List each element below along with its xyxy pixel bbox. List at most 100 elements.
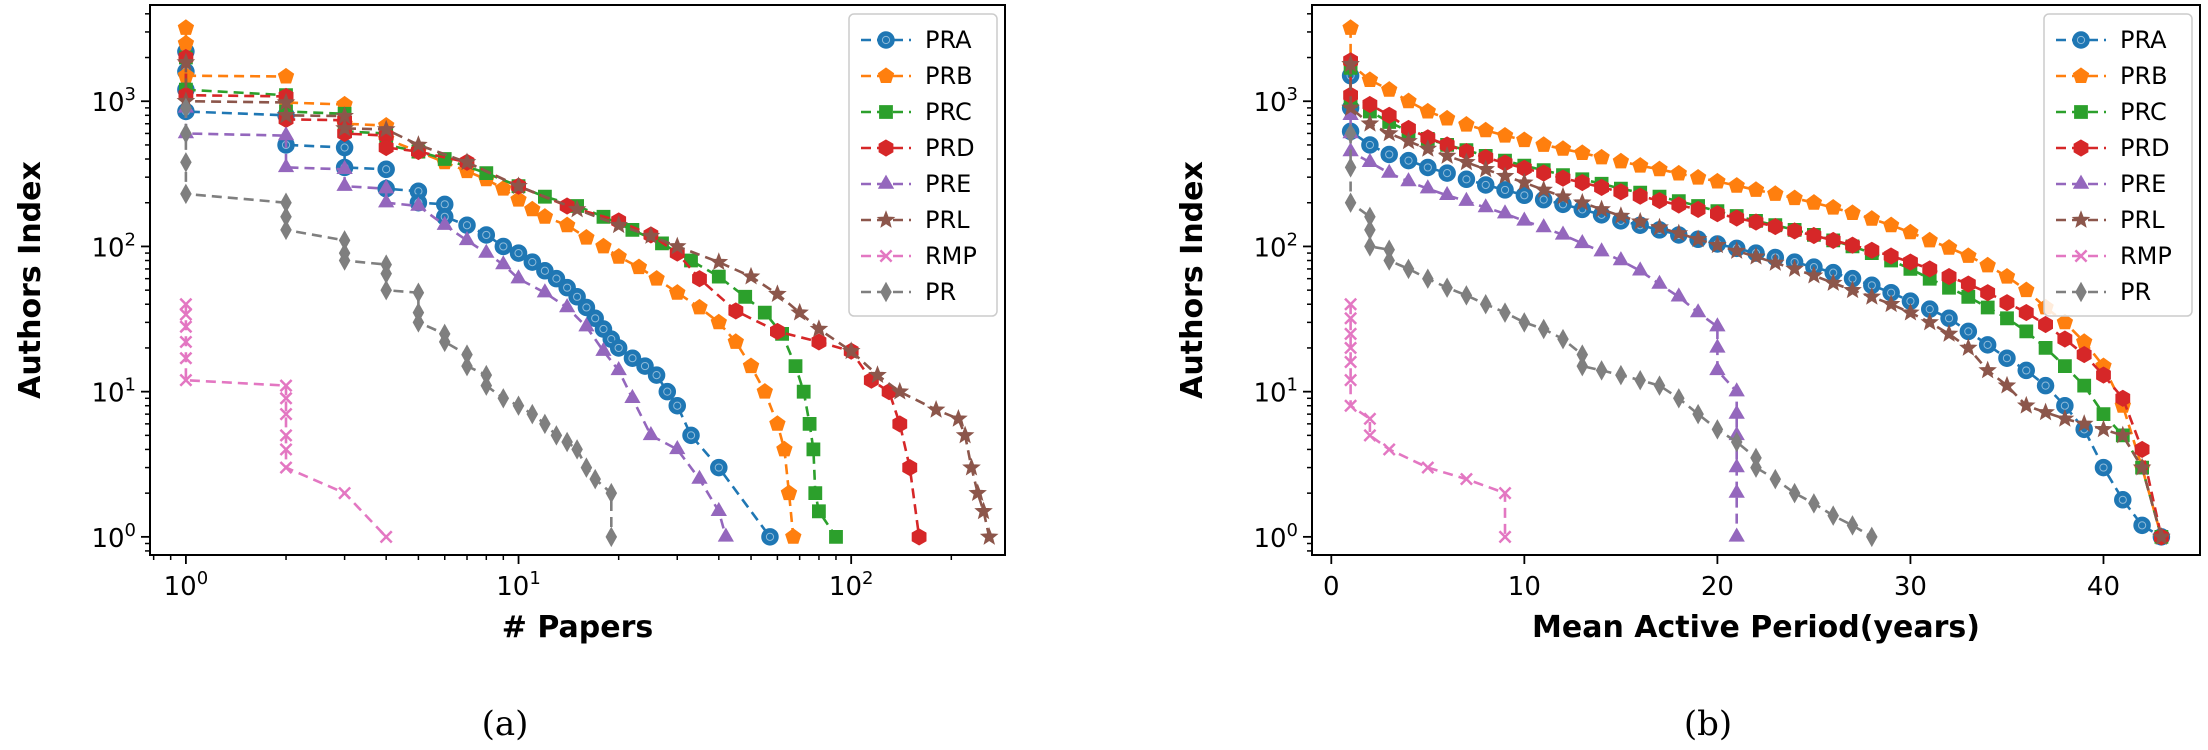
data-point-rmp (179, 297, 193, 311)
data-point-pr (1557, 328, 1569, 350)
data-point-prb (277, 67, 295, 84)
data-point-prd (1845, 236, 1860, 254)
data-point-prb (1342, 19, 1359, 35)
data-point-pr (180, 152, 192, 173)
data-point-prb (691, 298, 708, 315)
data-point-pra-ring (482, 230, 491, 240)
data-point-prl (609, 215, 629, 234)
data-point-pra-ring (340, 143, 349, 152)
data-point-prb (1458, 115, 1475, 132)
data-point-prd (1632, 187, 1648, 205)
data-point-prb (558, 216, 576, 233)
data-point-prb (769, 415, 786, 431)
data-point-prc (808, 486, 823, 500)
data-point-prd (1652, 192, 1667, 210)
data-point-prl (409, 135, 428, 153)
data-point-prd (1690, 200, 1706, 218)
data-point-prl (1785, 259, 1804, 277)
data-point-pr (1615, 364, 1627, 386)
data-point-pr (512, 395, 525, 416)
data-point-rmp (279, 428, 293, 442)
series-line-prb (1349, 27, 2163, 538)
data-point-prd (1922, 260, 1938, 278)
data-point-pra-ring (2022, 366, 2031, 375)
data-point-prl (1997, 375, 2017, 394)
data-point-pra (1959, 322, 1978, 341)
data-point-prl (2152, 527, 2171, 545)
data-point-pre (1728, 382, 1745, 397)
legend-marker-prb (877, 67, 895, 83)
data-point-pr (589, 468, 601, 490)
data-point-pr (1422, 268, 1434, 289)
data-point-pr (539, 413, 551, 435)
data-point-prd (1787, 222, 1802, 240)
data-point-pra-ring (614, 343, 623, 353)
data-point-prb (1728, 177, 1745, 193)
data-point-prd (2096, 366, 2111, 384)
data-point-prb (727, 333, 744, 349)
data-point-prl (2113, 425, 2133, 444)
data-point-pre (277, 126, 295, 141)
data-point-prl (2132, 457, 2152, 476)
data-point-prl (1862, 286, 1882, 305)
data-point-prb (1844, 204, 1861, 220)
data-point-pr (1479, 293, 1492, 315)
data-point-pre (277, 157, 295, 173)
legend-label-pr: PR (925, 278, 956, 306)
data-point-pre (1709, 361, 1726, 376)
data-point-prb (1979, 256, 1996, 273)
data-point-pr (438, 331, 451, 353)
data-point-prb (776, 440, 793, 457)
data-point-pr (1788, 482, 1801, 504)
data-point-prd (1710, 205, 1725, 223)
legend-label-prd: PRD (2120, 134, 2170, 162)
data-point-prl (2094, 419, 2113, 438)
data-point-prd (378, 138, 394, 157)
data-point-pr (1499, 302, 1511, 323)
data-point-pre (1728, 483, 1745, 498)
data-point-prl (176, 52, 196, 71)
data-point-pra (2133, 516, 2151, 535)
data-point-prb (1593, 148, 1610, 165)
data-point-pr (1460, 285, 1473, 306)
data-point-prc (757, 305, 772, 320)
data-point-prb (1902, 223, 1919, 240)
x-axis-label: Mean Active Period(years) (1532, 610, 1980, 645)
data-point-prb (669, 284, 686, 300)
legend-marker-prd (2073, 139, 2089, 157)
data-point-prl (968, 483, 987, 502)
data-point-pre (336, 176, 353, 191)
data-point-pra (623, 349, 642, 367)
data-point-prb (1516, 131, 1533, 148)
data-point-prl (1765, 253, 1785, 271)
data-point-pra (710, 458, 728, 477)
data-point-pre (1477, 198, 1494, 213)
y-tick-label: 103 (1253, 84, 1298, 118)
data-point-prb (1767, 185, 1784, 201)
data-point-prd (2018, 304, 2034, 322)
series-line-pr (184, 107, 613, 537)
x-tick-label: 101 (496, 568, 541, 602)
data-point-pra (658, 382, 677, 401)
data-point-rmp (179, 373, 193, 387)
data-point-pra (1476, 176, 1495, 194)
data-point-pra (1978, 336, 1997, 354)
data-point-pra-ring (514, 248, 523, 258)
data-point-pra-ring (673, 401, 682, 410)
data-point-pra (636, 357, 654, 375)
data-point-rmp (179, 351, 193, 365)
data-point-prb (2056, 313, 2074, 330)
data-point-pra-ring (663, 387, 672, 396)
data-point-prl (1572, 192, 1592, 211)
data-point-rmp (1363, 428, 1377, 442)
data-point-pra (477, 226, 496, 244)
data-point-pra-ring (686, 431, 696, 440)
legend-label-prl: PRL (925, 206, 970, 234)
data-point-pre (378, 179, 395, 194)
data-point-prl (1959, 338, 1978, 356)
data-point-prl (890, 381, 910, 400)
data-point-prd (1960, 275, 1976, 293)
data-point-prd (1671, 196, 1687, 214)
y-tick-label: 100 (1253, 520, 1298, 554)
data-point-pra-ring (765, 532, 775, 541)
